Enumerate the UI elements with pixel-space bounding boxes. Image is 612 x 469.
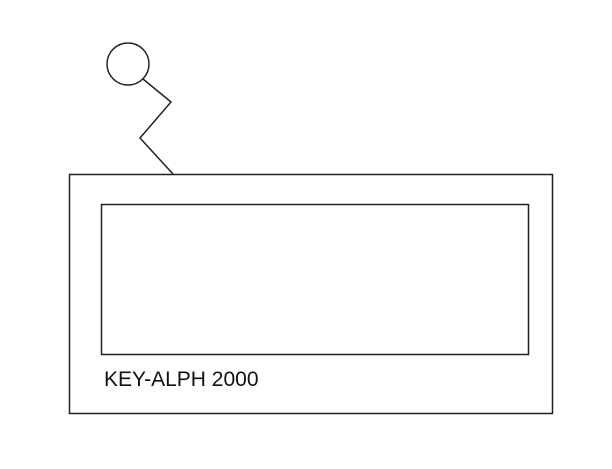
device-model-label: KEY-ALPH 2000: [104, 368, 259, 391]
device-display: [100, 203, 530, 356]
antenna-knob: [106, 42, 150, 86]
antenna-wire: [138, 78, 174, 175]
antenna-icon: [106, 42, 174, 175]
